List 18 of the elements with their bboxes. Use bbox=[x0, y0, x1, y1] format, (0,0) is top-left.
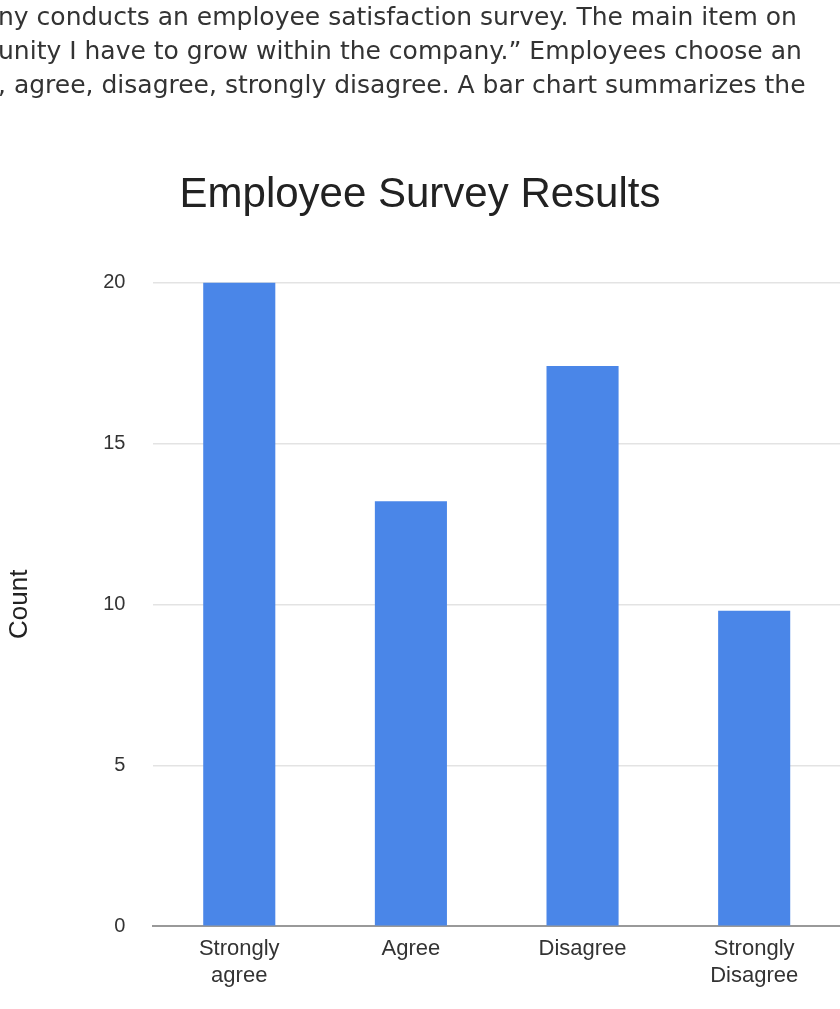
text: unity I have to grow within the company.” Employees choose an bbox=[0, 35, 803, 67]
y-tick-label: 20 bbox=[103, 269, 126, 292]
bar bbox=[546, 366, 619, 926]
text: , agree, disagree, strongly disagree. A bar chart summarizes the bbox=[0, 69, 807, 101]
x-tick-label: Agree bbox=[381, 935, 441, 961]
y-tick-label: 10 bbox=[103, 591, 126, 614]
y-tick-label: 0 bbox=[114, 913, 126, 936]
y-tick-label: 15 bbox=[103, 430, 126, 453]
chart-title: Employee Survey Results bbox=[179, 168, 661, 216]
x-tick-label: Strongly Disagree bbox=[710, 935, 799, 987]
y-tick-label: 5 bbox=[114, 752, 126, 775]
x-tick-label: Strongly agree bbox=[198, 935, 280, 987]
text: ny conducts an employee satisfaction survey. The main item on bbox=[0, 1, 798, 33]
bar bbox=[374, 501, 447, 926]
y-axis-title: Count bbox=[2, 568, 33, 639]
bar bbox=[203, 282, 276, 926]
x-tick-label: Disagree bbox=[538, 935, 627, 961]
bar bbox=[718, 610, 791, 926]
